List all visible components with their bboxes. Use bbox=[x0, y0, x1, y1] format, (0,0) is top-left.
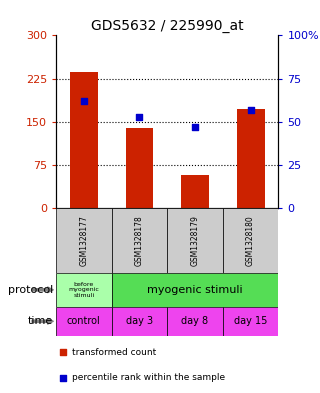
Bar bbox=[112, 307, 167, 336]
Bar bbox=[223, 307, 278, 336]
Point bbox=[60, 375, 65, 381]
Text: GSM1328177: GSM1328177 bbox=[79, 215, 88, 266]
Text: time: time bbox=[28, 316, 53, 326]
Text: day 3: day 3 bbox=[126, 316, 153, 326]
Text: protocol: protocol bbox=[8, 285, 53, 295]
Bar bbox=[112, 273, 278, 307]
Bar bbox=[167, 208, 223, 273]
Bar bbox=[70, 72, 98, 208]
Text: myogenic stimuli: myogenic stimuli bbox=[147, 285, 243, 295]
Bar bbox=[125, 128, 153, 208]
Point bbox=[60, 349, 65, 355]
Text: before
myogenic
stimuli: before myogenic stimuli bbox=[68, 281, 99, 298]
Text: day 8: day 8 bbox=[181, 316, 209, 326]
Bar bbox=[56, 208, 112, 273]
Text: day 15: day 15 bbox=[234, 316, 267, 326]
Text: control: control bbox=[67, 316, 101, 326]
Text: GSM1328180: GSM1328180 bbox=[246, 215, 255, 266]
Bar bbox=[112, 208, 167, 273]
Bar bbox=[56, 273, 112, 307]
Bar bbox=[237, 109, 265, 208]
Bar bbox=[181, 175, 209, 208]
Point bbox=[248, 107, 253, 113]
Bar bbox=[56, 307, 112, 336]
Text: percentile rank within the sample: percentile rank within the sample bbox=[72, 373, 225, 382]
Text: GSM1328179: GSM1328179 bbox=[190, 215, 199, 266]
Point bbox=[192, 124, 197, 130]
Title: GDS5632 / 225990_at: GDS5632 / 225990_at bbox=[91, 19, 244, 33]
Point bbox=[137, 114, 142, 120]
Text: GSM1328178: GSM1328178 bbox=[135, 215, 144, 266]
Point bbox=[81, 98, 86, 104]
Text: transformed count: transformed count bbox=[72, 348, 156, 357]
Bar bbox=[223, 208, 278, 273]
Bar bbox=[167, 307, 223, 336]
